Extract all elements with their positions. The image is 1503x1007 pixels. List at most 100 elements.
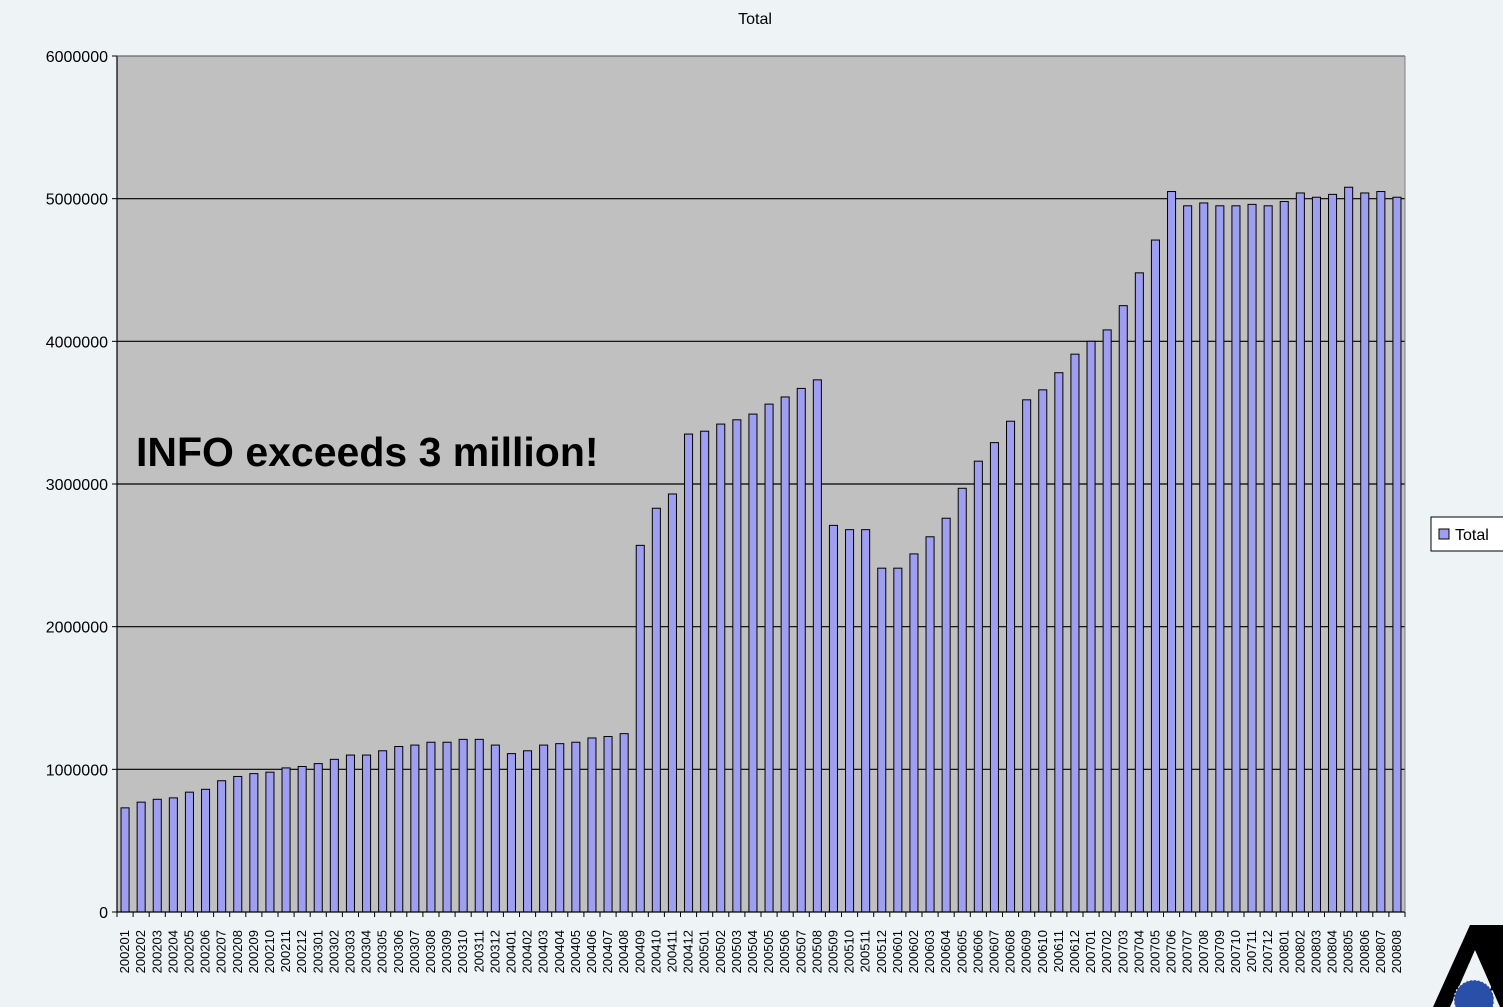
x-tick-label: 200212	[294, 930, 309, 973]
bar	[909, 553, 919, 913]
x-tick-label: 200806	[1357, 930, 1372, 973]
x-tick-label: 200401	[503, 930, 518, 973]
x-tick-label: 200406	[584, 930, 599, 973]
bar	[1328, 193, 1338, 913]
bar	[1215, 205, 1225, 913]
x-tick-label: 200303	[342, 930, 357, 973]
bar	[780, 396, 790, 913]
x-tick-label: 200803	[1308, 930, 1323, 973]
bar	[1038, 389, 1048, 913]
bars	[120, 186, 1402, 913]
x-tick-label: 200703	[1115, 930, 1130, 973]
bar	[973, 460, 983, 913]
x-tick-label: 200710	[1228, 930, 1243, 973]
x-tick-label: 200308	[423, 930, 438, 973]
bar	[1022, 399, 1032, 913]
bar	[1344, 186, 1354, 913]
bar	[764, 403, 774, 913]
bar	[345, 754, 355, 913]
bar	[1311, 196, 1321, 913]
x-tick-label: 200209	[246, 930, 261, 973]
bar	[378, 750, 388, 913]
bar	[426, 741, 436, 913]
x-tick-label: 200805	[1341, 930, 1356, 973]
bar	[1295, 192, 1305, 913]
x-axis-ticks: 200201 200202 200203 200204 200205 200206 2002…	[116, 912, 1406, 973]
x-tick-label: 200404	[552, 930, 567, 973]
bar	[1086, 340, 1096, 913]
bar	[233, 775, 243, 913]
x-tick-label: 200501	[697, 930, 712, 973]
bar	[667, 493, 677, 913]
x-tick-label: 200206	[198, 930, 213, 973]
x-tick-label: 200502	[713, 930, 728, 973]
x-tick-label: 200612	[1067, 930, 1082, 973]
y-tick-label: 3000000	[46, 477, 108, 494]
bar	[845, 529, 855, 913]
y-tick-label: 0	[99, 905, 108, 922]
x-tick-label: 200407	[600, 930, 615, 973]
bar	[184, 791, 194, 913]
x-tick-label: 200211	[278, 930, 293, 972]
x-tick-label: 200802	[1292, 930, 1307, 973]
logo-triangle-globe-icon: A	[1433, 919, 1503, 1007]
bar	[1376, 191, 1386, 913]
bar	[506, 753, 516, 913]
x-tick-label: 200207	[214, 930, 229, 973]
x-tick-label: 200305	[375, 930, 390, 973]
x-tick-label: 200801	[1276, 930, 1291, 973]
x-tick-label: 200610	[1035, 930, 1050, 973]
bar	[394, 746, 404, 913]
bar	[587, 737, 597, 913]
y-tick-label: 5000000	[46, 192, 108, 209]
bar	[748, 413, 758, 913]
bar	[490, 744, 500, 913]
bar	[1102, 329, 1112, 913]
y-tick-label: 6000000	[46, 49, 108, 66]
x-tick-label: 200511	[858, 930, 873, 972]
bar	[812, 379, 822, 913]
x-tick-label: 200208	[230, 930, 245, 973]
x-tick-label: 200808	[1389, 930, 1404, 973]
legend-label: Total	[1455, 527, 1489, 544]
bar	[442, 741, 452, 913]
x-tick-label: 200708	[1196, 930, 1211, 973]
bar	[603, 736, 613, 913]
x-tick-label: 200403	[536, 930, 551, 973]
x-tick-label: 200506	[777, 930, 792, 973]
x-tick-label: 200411	[664, 930, 679, 972]
bar	[925, 536, 935, 913]
x-tick-label: 200804	[1325, 930, 1340, 973]
x-tick-label: 200606	[970, 930, 985, 973]
bar	[1183, 205, 1193, 913]
x-tick-label: 200508	[809, 930, 824, 973]
bar	[1134, 272, 1144, 913]
bar	[684, 433, 694, 913]
bar	[828, 524, 838, 913]
x-tick-label: 200309	[439, 930, 454, 973]
x-tick-label: 200604	[938, 930, 953, 973]
x-tick-label: 200310	[455, 930, 470, 973]
bar	[1150, 239, 1160, 913]
x-tick-label: 200306	[391, 930, 406, 973]
bar	[877, 567, 887, 913]
x-tick-label: 200607	[986, 930, 1001, 973]
x-tick-label: 200203	[149, 930, 164, 973]
bar	[1231, 205, 1241, 913]
bar	[700, 430, 710, 913]
bar	[941, 517, 951, 913]
x-tick-label: 200512	[874, 930, 889, 973]
bar	[281, 767, 291, 913]
x-tick-label: 200709	[1212, 930, 1227, 973]
x-tick-label: 200507	[793, 930, 808, 973]
x-tick-label: 200210	[262, 930, 277, 973]
bar	[539, 744, 549, 913]
bar	[1199, 202, 1209, 913]
bar	[989, 442, 999, 913]
bar	[571, 741, 581, 913]
logo-letter: A	[1488, 919, 1503, 1007]
x-tick-label: 200702	[1099, 930, 1114, 973]
bar	[1392, 196, 1402, 913]
bar	[297, 765, 307, 913]
bar	[1054, 372, 1064, 913]
